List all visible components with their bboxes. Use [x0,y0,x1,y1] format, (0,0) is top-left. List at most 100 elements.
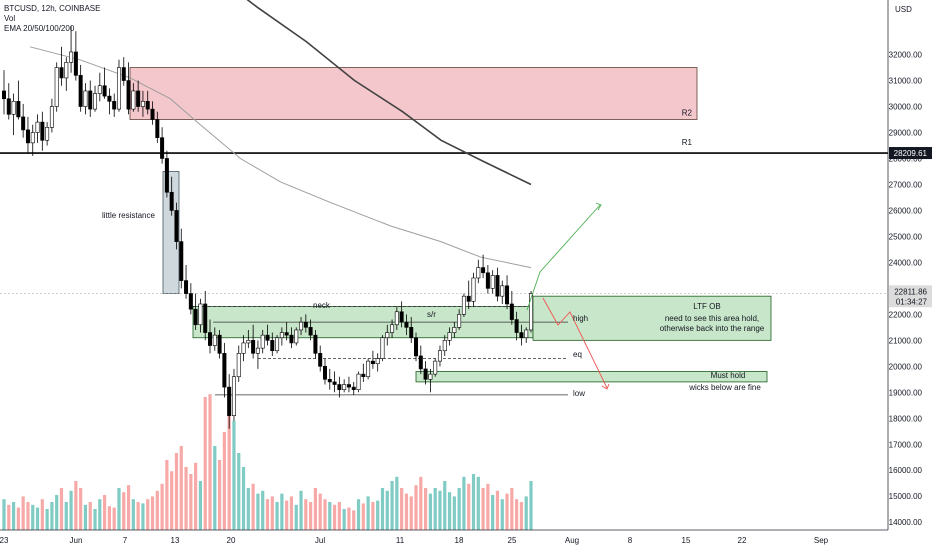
volume-bar [208,394,212,530]
x-tick-label: 15 [682,536,691,545]
bull-arrow-head [595,202,602,211]
candle-body [93,93,98,110]
candle-body [466,295,471,302]
candle-body [519,332,524,339]
volume-bar [189,474,193,530]
candle-body [217,334,222,354]
volume-bar [447,492,452,530]
x-tick-label: Sep [814,536,829,545]
volume-bar [83,504,88,530]
x-tick-label: Aug [565,536,579,545]
y-tick-label: 29000.00 [889,129,923,138]
must-hold-note: wicks below are fine [688,383,761,392]
y-tick-label: 16000.00 [889,466,923,475]
volume-bar [174,453,179,530]
sr-label: s/r [427,310,436,319]
volume-bar [69,490,73,530]
bull-projection-arrow [526,204,601,311]
volume-bar [515,499,519,530]
volume-bar [7,504,11,530]
volume-bar [519,502,524,530]
candle-body [442,340,447,352]
volume-bar [318,493,322,530]
volume-bar [390,481,394,530]
y-tick-label: 17000.00 [889,440,923,449]
volume-bar [2,499,6,530]
candle-body [279,332,284,339]
candle-body [423,368,428,380]
y-tick-label: 15000.00 [889,492,923,501]
candle-body [284,332,289,336]
volume-bar [170,471,174,530]
candle-body [241,342,246,354]
volume-bar [203,397,207,530]
candle-body [505,285,510,305]
candle-body [102,85,107,97]
candle-body [1,90,7,100]
r1-price-badge [889,147,932,160]
volume-bar [88,502,92,530]
volume-bar [347,507,351,530]
candle-body [437,350,442,362]
candle-body [203,303,208,333]
candle-body [222,353,227,388]
volume-bar [122,492,126,530]
candle-body [126,80,131,110]
y-tick-label: 26000.00 [889,206,923,215]
volume-bar [155,490,159,530]
ema-slow-line [246,0,532,186]
candle-body [64,62,69,79]
r2-zone [129,67,698,120]
candle-body [136,90,141,107]
volume-bar [371,502,375,530]
volume-bar [524,496,528,530]
candle-body [375,358,380,365]
candle-body [193,308,198,326]
y-tick-label: 27000.00 [889,180,923,189]
x-tick-label: 18 [455,536,464,545]
candle-body [433,360,438,375]
x-tick-label: 25 [508,536,517,545]
candle-body [236,353,241,378]
volume-bar [328,502,332,530]
volume-bar [64,502,68,530]
volume-bar [275,502,279,530]
volume-bar [79,488,83,530]
x-tick-label: 11 [396,536,405,545]
y-tick-label: 24000.00 [889,258,923,267]
eq-label: eq [573,350,582,359]
candle-body [21,116,26,131]
volume-bar [352,510,356,530]
volume-bar [11,502,16,530]
volume-bar [419,476,423,530]
candle-body [322,366,327,380]
must-hold-label: Must hold [711,371,746,380]
candle-body [528,293,533,331]
x-tick-label: 7 [123,536,128,545]
volume-bar [179,446,183,530]
volume-bar [213,446,217,530]
candle-body [289,334,294,344]
volume-bar [21,496,25,530]
candle-body [390,324,395,333]
volume-bar [93,509,97,530]
candle-body [49,106,54,128]
candle-body [246,340,251,344]
volume-bar [452,496,456,530]
volume-bar [294,504,298,530]
y-tick-label: 19000.00 [889,388,923,397]
candle-body [140,101,145,107]
candle-body [342,384,347,391]
candle-body [346,384,351,388]
candle-body [30,132,35,144]
candle-body [169,191,174,211]
candle-body [294,329,299,344]
candle-body [380,337,385,359]
volume-bar [529,481,533,530]
candle-body [490,275,495,289]
volume-bar [227,404,231,530]
volume-bar [428,493,432,530]
volume-bar [304,499,308,530]
candle-body [116,67,121,110]
